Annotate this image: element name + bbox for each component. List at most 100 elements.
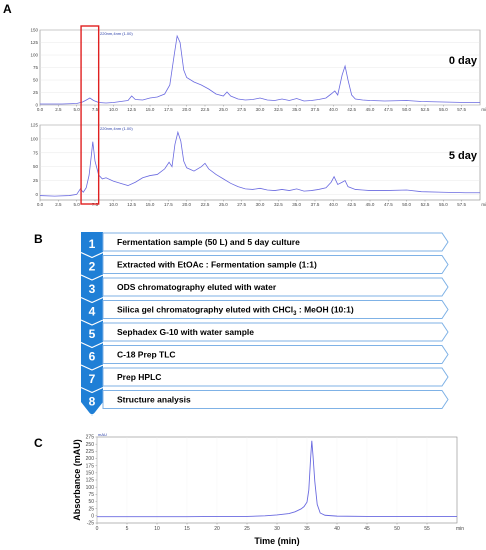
x-tick-label: 57.5 [457, 107, 466, 112]
step-text: C-18 Prep TLC [117, 350, 176, 360]
x-tick-label: 2.5 [55, 107, 62, 112]
step-bar [102, 232, 449, 252]
x-tick-label: 25.0 [219, 107, 228, 112]
step-bar [102, 300, 449, 319]
x-tick-label: 15 [184, 526, 190, 532]
x-tick-label: 40.0 [329, 202, 338, 207]
step-number: 3 [89, 282, 96, 296]
x-tick-label: 20.0 [182, 202, 191, 207]
step-number: 1 [89, 237, 96, 251]
x-tick-label: min [481, 107, 486, 112]
x-tick-label: 25 [244, 526, 250, 532]
chevron-divider [80, 341, 104, 349]
step-bar [102, 390, 449, 409]
y-tick-label: 100 [30, 136, 38, 141]
x-tick-label: 42.5 [347, 202, 356, 207]
x-tick-label: 30.0 [256, 107, 265, 112]
x-tick-label: 45 [364, 526, 370, 532]
step-5: 5 Sephadex G-10 with water sample [80, 322, 449, 349]
x-tick-label: 57.5 [457, 202, 466, 207]
step-8: 8 Structure analysis [80, 390, 449, 416]
step-bar [102, 277, 449, 297]
y-tick-label: 125 [30, 123, 38, 128]
x-tick-label: 12.5 [127, 107, 136, 112]
x-tick-label: 35 [304, 526, 310, 532]
chromatogram-trace [40, 34, 480, 105]
x-tick-label: 17.5 [164, 107, 173, 112]
step-bar [102, 255, 449, 274]
chromatogram-trace [97, 440, 457, 518]
step-text: Sephadex G-10 with water sample [117, 327, 254, 337]
x-tick-label: 20 [214, 526, 220, 532]
step-text: Silica gel chromatography eluted with CH… [117, 305, 354, 318]
y-tick-label: 175 [86, 463, 95, 469]
x-tick-label: 45.0 [366, 202, 375, 207]
step-6: 6 C-18 Prep TLC [80, 345, 449, 371]
step-4: 4 Silica gel chromatography eluted with C… [80, 300, 449, 326]
x-tick-label: 22.5 [201, 202, 210, 207]
x-tick-label: 10.0 [109, 107, 118, 112]
x-tick-label: 40 [334, 526, 340, 532]
chromatogram-trace [39, 130, 480, 197]
y-tick-label: 100 [86, 485, 95, 491]
step-2: 2 Extracted with EtOAc : Fermentation sam… [80, 255, 449, 281]
x-tick-label: 30 [274, 526, 280, 532]
x-tick-label: 5.0 [74, 107, 81, 112]
chevron-divider [80, 274, 104, 281]
y-tick-label: 100 [30, 53, 38, 58]
chevron-divider [80, 386, 104, 394]
panel-label-c: C [34, 436, 43, 450]
y-tick-label: 0 [35, 103, 38, 108]
x-tick-label: 50.0 [402, 107, 411, 112]
x-axis-label: Time (min) [254, 536, 299, 546]
x-tick-label: 0.0 [37, 202, 44, 207]
x-tick-label: 35.0 [292, 202, 301, 207]
y-tick-label: 75 [88, 492, 94, 498]
step-number: 6 [89, 350, 96, 364]
step-3: 3 ODS chromatography eluted with water [80, 277, 449, 304]
y-tick-label: 75 [33, 65, 39, 70]
y-tick-label: 25 [33, 178, 39, 183]
step-bar [102, 345, 449, 364]
step-text: Extracted with EtOAc : Fermentation samp… [117, 260, 317, 270]
highlight-box [80, 25, 100, 205]
y-tick-label: 275 [86, 435, 95, 441]
x-tick-label: 55 [424, 526, 430, 532]
x-tick-label: 37.5 [311, 107, 320, 112]
y-tick-label: 125 [86, 478, 95, 484]
x-tick-label: 5 [126, 526, 129, 532]
x-tick-label: 52.5 [421, 107, 430, 112]
y-tick-label: 225 [86, 449, 95, 455]
chevron-divider [80, 319, 104, 326]
x-tick-label: 30.0 [256, 202, 265, 207]
step-number: 8 [89, 395, 96, 409]
x-tick-label: 17.5 [164, 202, 173, 207]
x-tick-label: 27.5 [237, 202, 246, 207]
step-text: Prep HPLC [117, 372, 161, 382]
y-tick-label: 150 [30, 28, 38, 33]
chromatogram-0-day: 0 25 50 75 100 125 150 0.0 2.5 5.0 7.5 10.0 12.5 15.0… [30, 28, 486, 113]
step-text: ODS chromatography eluted with water [117, 282, 277, 292]
x-tick-label: 5.0 [74, 202, 81, 207]
x-tick-label: 10.0 [109, 202, 118, 207]
x-tick-label: 27.5 [237, 107, 246, 112]
plot-frame [39, 124, 481, 201]
chevron-divider [80, 364, 104, 371]
step-number: 7 [89, 372, 96, 386]
y-tick-label: 50 [33, 164, 39, 169]
panel-label-a: A [3, 2, 12, 16]
x-tick-label: 37.5 [311, 202, 320, 207]
day-label: 0 day [449, 55, 478, 67]
y-tick-label: -25 [87, 521, 94, 527]
x-tick-label: 15.0 [146, 107, 155, 112]
day-label: 5 day [449, 150, 478, 162]
x-tick-label: 35.0 [292, 107, 301, 112]
y-tick-label: 75 [33, 150, 39, 155]
x-tick-label: min [456, 526, 464, 532]
x-tick-label: 40.0 [329, 107, 338, 112]
y-tick-label: 250 [86, 442, 95, 448]
detector-header: 220nm,4nm (1.00) [100, 126, 133, 131]
chevron-divider [80, 251, 104, 259]
